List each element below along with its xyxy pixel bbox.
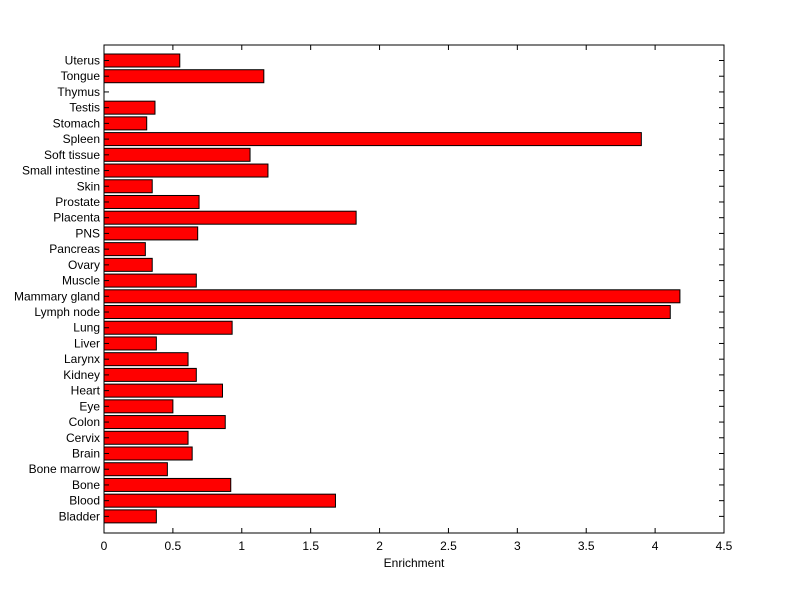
y-tick-label: Small intestine xyxy=(22,164,100,178)
bar-placenta xyxy=(103,210,357,225)
bar-pancreas xyxy=(103,242,146,257)
y-tick-label: Testis xyxy=(69,101,100,115)
y-tick-label: Soft tissue xyxy=(44,148,100,162)
x-axis-label: Enrichment xyxy=(384,556,445,570)
y-tick-label: Colon xyxy=(69,415,100,429)
bar-small-intestine xyxy=(103,163,269,178)
bar-larynx xyxy=(103,352,189,367)
bar-kidney xyxy=(103,367,197,382)
bar-spleen xyxy=(103,132,642,147)
y-tick-label: Liver xyxy=(74,336,100,350)
bar-soft-tissue xyxy=(103,147,251,162)
bar-stomach xyxy=(103,116,148,131)
y-tick-label: Uterus xyxy=(65,54,100,68)
y-tick-label: Prostate xyxy=(55,195,100,209)
bar-bone-marrow xyxy=(103,462,168,477)
y-tick-label: Ovary xyxy=(68,258,100,272)
bar-liver xyxy=(103,336,157,351)
y-tick-label: Pancreas xyxy=(49,242,100,256)
y-tick-label: Bone marrow xyxy=(29,462,101,476)
bar-ovary xyxy=(103,257,153,272)
bar-muscle xyxy=(103,273,197,288)
x-tick-label: 2 xyxy=(376,539,383,553)
y-tick-label: Muscle xyxy=(62,274,100,288)
y-tick-label: Brain xyxy=(72,447,100,461)
y-tick-label: Bladder xyxy=(59,509,100,523)
y-tick-label: Thymus xyxy=(57,85,100,99)
y-tick-label: Kidney xyxy=(63,368,100,382)
bar-eye xyxy=(103,399,174,414)
y-tick-label: PNS xyxy=(75,226,100,240)
y-tick-label: Spleen xyxy=(63,132,100,146)
y-tick-label: Skin xyxy=(77,179,100,193)
x-tick-label: 4 xyxy=(652,539,659,553)
y-tick-label: Blood xyxy=(69,494,100,508)
x-tick-label: 0 xyxy=(101,539,108,553)
y-tick-label: Heart xyxy=(71,384,101,398)
x-tick-label: 1 xyxy=(238,539,245,553)
bar-cervix xyxy=(103,430,189,445)
x-tick-label: 1.5 xyxy=(302,539,319,553)
bar-prostate xyxy=(103,194,200,209)
bar-bone xyxy=(103,477,232,492)
y-tick-label: Larynx xyxy=(64,352,100,366)
x-tick-label: 3.5 xyxy=(578,539,595,553)
bar-tongue xyxy=(103,69,265,84)
x-tick-label: 2.5 xyxy=(440,539,457,553)
bar-lymph-node xyxy=(103,305,671,320)
x-tick-label: 4.5 xyxy=(716,539,733,553)
bar-pns xyxy=(103,226,199,241)
y-tick-label: Eye xyxy=(79,399,100,413)
bar-skin xyxy=(103,179,153,194)
bar-uterus xyxy=(103,53,181,68)
y-tick-label: Lymph node xyxy=(34,305,100,319)
bar-heart xyxy=(103,383,223,398)
bar-brain xyxy=(103,446,193,461)
bar-mammary-gland xyxy=(103,289,681,304)
x-tick-label: 3 xyxy=(514,539,521,553)
y-tick-label: Lung xyxy=(73,321,100,335)
bar-colon xyxy=(103,415,226,430)
bar-testis xyxy=(103,100,156,115)
y-tick-label: Placenta xyxy=(53,211,100,225)
bar-bladder xyxy=(103,509,157,524)
y-tick-label: Cervix xyxy=(66,431,100,445)
y-tick-label: Stomach xyxy=(53,116,100,130)
y-tick-label: Mammary gland xyxy=(14,289,100,303)
x-tick-label: 0.5 xyxy=(165,539,182,553)
y-tick-label: Tongue xyxy=(61,69,101,83)
bars-group xyxy=(103,53,681,524)
bar-lung xyxy=(103,320,233,335)
bar-blood xyxy=(103,493,336,508)
plot-area-frame xyxy=(103,44,725,534)
y-tick-label: Bone xyxy=(72,478,100,492)
